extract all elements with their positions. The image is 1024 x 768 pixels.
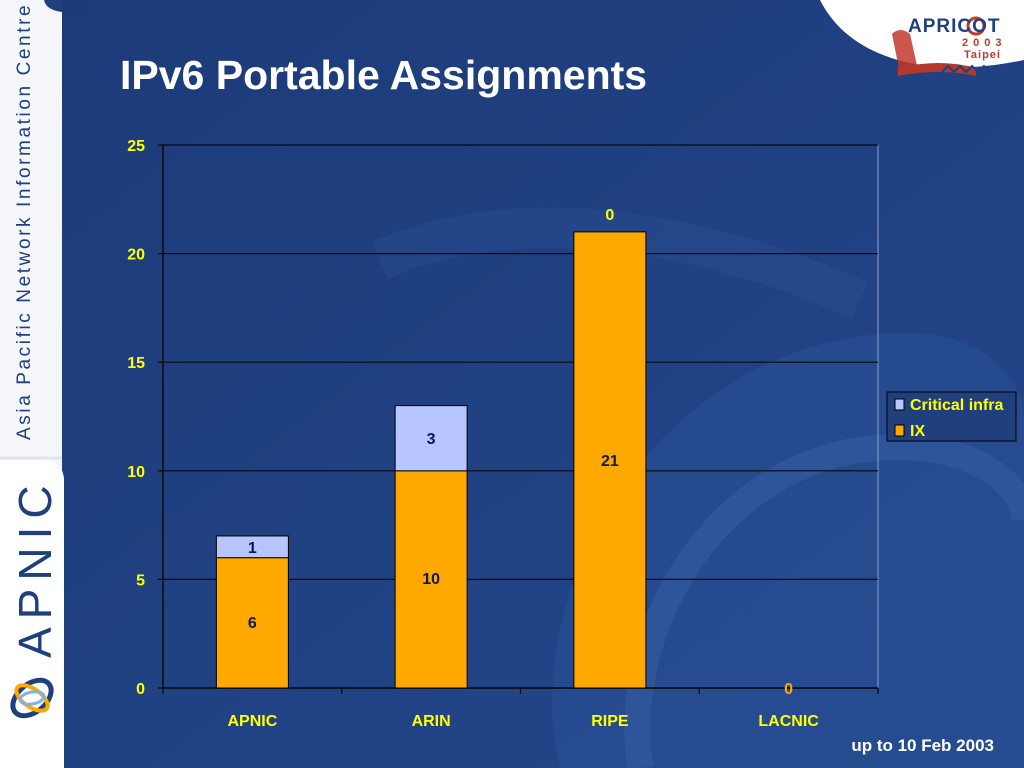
data-label: 10 xyxy=(422,571,440,588)
y-tick-label: 20 xyxy=(127,247,145,264)
data-label: 6 xyxy=(248,615,257,632)
y-tick-label: 0 xyxy=(136,681,145,698)
x-tick-label: RIPE xyxy=(591,713,629,730)
data-label: 3 xyxy=(427,431,436,448)
y-tick-label: 5 xyxy=(136,572,145,589)
footer-date: up to 10 Feb 2003 xyxy=(851,736,994,755)
apnic-swirl-icon xyxy=(10,677,54,719)
y-tick-label: 15 xyxy=(127,355,145,372)
legend-swatch xyxy=(894,424,905,437)
x-tick-label: LACNIC xyxy=(758,713,819,730)
sidebar: Asia Pacific Network Information Centre … xyxy=(0,0,64,768)
data-label: 0 xyxy=(605,207,614,224)
legend-label: IX xyxy=(910,423,925,440)
bar-segment xyxy=(215,535,289,559)
bar-segment xyxy=(394,470,468,689)
data-label: 1 xyxy=(248,540,257,557)
y-tick-label: 10 xyxy=(127,464,145,481)
y-tick-label: 25 xyxy=(127,138,145,155)
data-label: 0 xyxy=(784,681,793,698)
page-title: IPv6 Portable Assignments xyxy=(120,52,648,98)
apricot-logo-graphic xyxy=(892,16,991,76)
apricot-logo: APRICOT 2003 Taipei xyxy=(890,12,1008,80)
legend-box xyxy=(886,391,1017,442)
x-tick-label: ARIN xyxy=(412,713,451,730)
bar-segment xyxy=(394,405,468,472)
bar-segment xyxy=(215,557,289,689)
legend-label: Critical infra xyxy=(910,397,1003,414)
apricot-city: Taipei xyxy=(964,49,1001,61)
apricot-name: APRICOT xyxy=(908,16,1001,37)
legend-swatch xyxy=(894,398,905,411)
x-tick-label: APNIC xyxy=(227,713,277,730)
bar-segment xyxy=(573,231,647,689)
data-label: 21 xyxy=(601,453,619,470)
apricot-year: 2003 xyxy=(962,37,1007,49)
